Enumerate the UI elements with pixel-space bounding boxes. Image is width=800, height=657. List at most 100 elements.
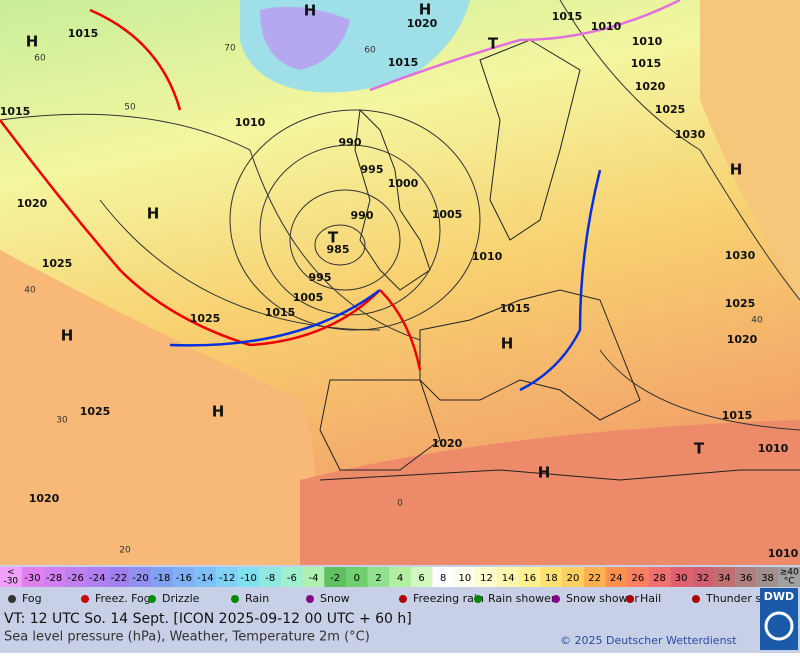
scale-swatch [367, 567, 390, 587]
scale-swatch [302, 567, 325, 587]
scale-swatch [713, 567, 736, 587]
pressure-label: 995 [309, 271, 332, 284]
scale-swatch [756, 567, 779, 587]
scale-label: -12 [219, 573, 235, 584]
high-pressure: H [147, 205, 160, 223]
scale-swatch [497, 567, 519, 587]
scale-swatch [108, 567, 130, 587]
isotherm-label: 20 [119, 546, 131, 556]
scale-label: -2 [330, 573, 340, 584]
scale-swatch [518, 567, 541, 587]
scale-label: 36 [740, 573, 753, 584]
scale-label: -14 [197, 573, 213, 584]
pressure-label: 1010 [758, 442, 789, 455]
pressure-label: 1015 [0, 105, 30, 118]
scale-swatch [432, 567, 455, 587]
scale-label: 18 [545, 573, 558, 584]
logo: DWD [764, 590, 794, 603]
warm-front-north [89, 8, 182, 111]
cold-front-red [0, 119, 381, 347]
pressure-label: 1020 [727, 333, 758, 346]
pressure-label: 1015 [265, 306, 296, 319]
scale-label: 24 [610, 573, 623, 584]
scale-swatch [410, 567, 433, 587]
isotherm-label: 60 [364, 46, 376, 56]
pressure-label: 1020 [17, 197, 48, 210]
scale-label: -28 [46, 573, 62, 584]
scale-label: 38 [761, 573, 774, 584]
cold-front [169, 288, 381, 347]
scale-label: -20 [132, 573, 148, 584]
coastlines [319, 39, 800, 481]
pressure-label: 1020 [432, 437, 463, 450]
isotherm-label: 70 [224, 44, 236, 54]
legend-icon [474, 595, 482, 603]
pressure-label: 1025 [725, 297, 756, 310]
scale-label: -24 [89, 573, 105, 584]
scale-label: -6 [287, 573, 297, 584]
low-pressure: T [328, 229, 339, 247]
scale-swatch [735, 567, 757, 587]
scale-swatch [172, 567, 195, 587]
scale-low [0, 567, 22, 587]
high-pressure: H [538, 464, 551, 482]
legend-icon [81, 595, 89, 603]
pressure-label: 1030 [725, 249, 756, 262]
scale-label: 16 [523, 573, 536, 584]
scale-swatch [86, 567, 109, 587]
pressure-label: 990 [351, 209, 374, 222]
fronts [0, 0, 681, 392]
scale-swatch [540, 567, 563, 587]
legend-label: Rain [245, 592, 269, 605]
pressure-label: 990 [339, 136, 362, 149]
pressure-label: 1000 [388, 177, 419, 190]
scale-swatch [151, 567, 173, 587]
scale-label: -10 [240, 573, 256, 584]
scale-label: 26 [631, 573, 644, 584]
scale-swatch [562, 567, 584, 587]
scale-label: -18 [154, 573, 170, 584]
pressure-label: 1015 [631, 57, 662, 70]
isotherm-label: 50 [124, 103, 136, 113]
scale-swatch [129, 567, 152, 587]
isobars [0, 0, 800, 431]
scale-label: 22 [588, 573, 601, 584]
scale-high [778, 567, 800, 587]
weather-legend: Fog Freez. Fog Drizzle Rain Snow Freezing rai… [8, 592, 787, 605]
pressure-label: 1025 [80, 405, 111, 418]
isotherm-label: 40 [751, 316, 763, 326]
pressure-label: 1020 [635, 80, 666, 93]
scale-high-label: °C [784, 577, 795, 587]
scale-swatch [194, 567, 217, 587]
pressure-label: 1010 [235, 116, 266, 129]
pressure-label: 1020 [29, 492, 60, 505]
legend-icon [552, 595, 560, 603]
scale-swatch [281, 567, 303, 587]
legend-icon [306, 595, 314, 603]
high-pressure: H [61, 327, 74, 345]
map: 1015 1015 1020 1025 1025 1015 1005 995 985 990 995… [0, 0, 800, 565]
scale-label: 20 [567, 573, 580, 584]
scale-label: 28 [653, 573, 666, 584]
high-pressure: H [304, 2, 317, 20]
legend-icon [692, 595, 700, 603]
pressure-label: 1025 [42, 257, 73, 270]
scale-swatch [216, 567, 238, 587]
scale-swatch [345, 567, 368, 587]
cold-core [260, 6, 350, 70]
legend-label: Snow shower [566, 592, 639, 605]
pressure-label: 1015 [552, 10, 583, 23]
scale-label: 0 [354, 573, 360, 584]
scale-swatch [21, 567, 44, 587]
scale-label: -4 [309, 573, 319, 584]
warm-area [0, 250, 315, 565]
pressure-label: 1015 [388, 56, 419, 69]
legend-label: Rain shower [488, 592, 556, 605]
legend-label: Freez. Fog [95, 592, 151, 605]
legend-label: Fog [22, 592, 42, 605]
isotherm-label: 30 [56, 416, 68, 426]
scale-swatch [454, 567, 476, 587]
legend-label: Hail [640, 592, 661, 605]
scale-label: -16 [176, 573, 192, 584]
scale-label: 8 [440, 573, 446, 584]
